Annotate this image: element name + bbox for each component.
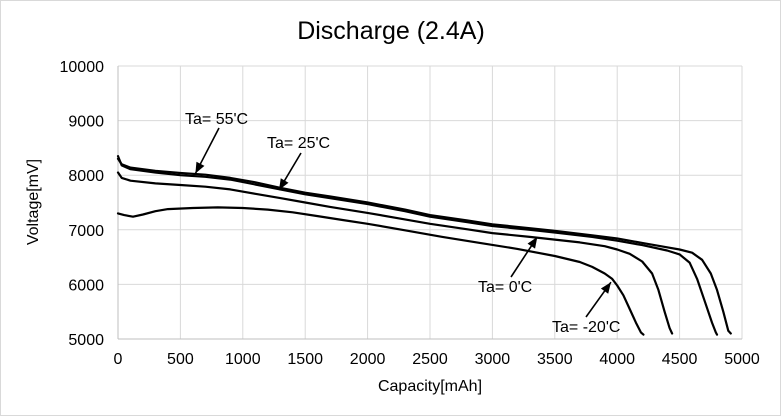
- x-axis-label: Capacity[mAh]: [378, 378, 482, 395]
- y-tick-label: 9000: [68, 114, 104, 131]
- annotation-label: Ta= -20'C: [552, 319, 620, 336]
- x-tick-label: 3000: [475, 351, 511, 368]
- x-tick-label: 3500: [537, 351, 573, 368]
- x-tick-label: 2500: [412, 351, 448, 368]
- series-line-0: [116, 157, 732, 335]
- y-tick-label: 7000: [68, 223, 104, 240]
- x-tick-label: 500: [167, 351, 194, 368]
- y-tick-label: 8000: [68, 168, 104, 185]
- annotation-layer: Ta= 55'C Ta= 25'C Ta= 0'C Ta= -20'C: [185, 111, 620, 336]
- x-tick-label: 2000: [350, 351, 386, 368]
- annotation-arrowhead: [195, 161, 205, 174]
- annotation-arrowhead: [527, 236, 538, 249]
- annotation-arrowhead: [600, 282, 611, 294]
- x-tick-label: 1000: [225, 351, 261, 368]
- x-tick-label: 4000: [599, 351, 635, 368]
- chart-title: Discharge (2.4A): [297, 17, 485, 45]
- x-tick-label: 1500: [287, 351, 323, 368]
- x-tick-label: 5000: [724, 351, 760, 368]
- tick-layer: 5000 6000 7000 8000 9000 10000 0 500 1000 1500 200…: [60, 59, 760, 368]
- y-tick-label: 10000: [60, 59, 105, 76]
- series-layer: [116, 155, 732, 336]
- series-line-1: [116, 155, 719, 336]
- y-axis-label: Voltage[mV]: [25, 159, 42, 245]
- series-line-3: [116, 206, 645, 336]
- annotation-label: Ta= 0'C: [478, 279, 532, 296]
- annotation-arrowhead: [278, 178, 289, 190]
- y-tick-label: 6000: [68, 277, 104, 294]
- y-tick-label: 5000: [68, 332, 104, 349]
- annotation-label: Ta= 55'C: [185, 111, 248, 128]
- x-tick-label: 4500: [662, 351, 698, 368]
- annotation-label: Ta= 25'C: [267, 135, 330, 152]
- series-line-2: [116, 171, 674, 335]
- x-tick-label: 0: [114, 351, 123, 368]
- grid-layer: [117, 65, 743, 340]
